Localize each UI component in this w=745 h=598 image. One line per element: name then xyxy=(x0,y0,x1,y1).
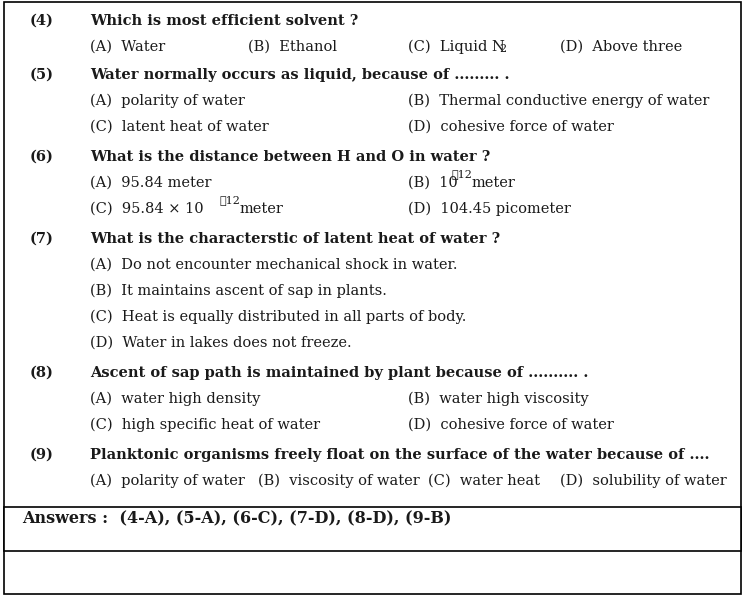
Text: (C)  high specific heat of water: (C) high specific heat of water xyxy=(90,418,320,432)
Text: (A)  polarity of water: (A) polarity of water xyxy=(90,94,245,108)
Text: (B)  viscosity of water: (B) viscosity of water xyxy=(258,474,419,489)
Text: (A)  polarity of water: (A) polarity of water xyxy=(90,474,245,489)
Text: (D)  cohesive force of water: (D) cohesive force of water xyxy=(408,120,614,134)
Text: (D)  104.45 picometer: (D) 104.45 picometer xyxy=(408,202,571,216)
Text: (A)  Do not encounter mechanical shock in water.: (A) Do not encounter mechanical shock in… xyxy=(90,258,457,272)
Text: Which is most efficient solvent ?: Which is most efficient solvent ? xyxy=(90,14,358,28)
Text: (B)  Thermal conductive energy of water: (B) Thermal conductive energy of water xyxy=(408,94,709,108)
Text: (C)  Liquid N: (C) Liquid N xyxy=(408,40,505,54)
Text: (D)  Water in lakes does not freeze.: (D) Water in lakes does not freeze. xyxy=(90,336,352,350)
Text: (D)  solubility of water: (D) solubility of water xyxy=(560,474,727,489)
Text: (8): (8) xyxy=(30,366,54,380)
Text: (D)  Above three: (D) Above three xyxy=(560,40,682,54)
Text: Water normally occurs as liquid, because of ......... .: Water normally occurs as liquid, because… xyxy=(90,68,510,82)
Text: (7): (7) xyxy=(30,232,54,246)
Text: (B)  Ethanol: (B) Ethanol xyxy=(248,40,337,54)
Text: (D)  cohesive force of water: (D) cohesive force of water xyxy=(408,418,614,432)
Text: (C)  water heat: (C) water heat xyxy=(428,474,540,488)
Text: (C)  latent heat of water: (C) latent heat of water xyxy=(90,120,269,134)
Text: (4): (4) xyxy=(30,14,54,28)
Text: (B)  10: (B) 10 xyxy=(408,176,457,190)
Text: (9): (9) xyxy=(30,448,54,462)
Text: (C)  Heat is equally distributed in all parts of body.: (C) Heat is equally distributed in all p… xyxy=(90,310,466,324)
Text: ⁲12: ⁲12 xyxy=(220,195,241,205)
Text: Ascent of sap path is maintained by plant because of .......... .: Ascent of sap path is maintained by plan… xyxy=(90,366,589,380)
Text: Answers :  (4-A), (5-A), (6-C), (7-D), (8-D), (9-B): Answers : (4-A), (5-A), (6-C), (7-D), (8… xyxy=(22,511,451,527)
Text: https://www.studies: https://www.studies xyxy=(145,228,415,412)
Text: (B)  It maintains ascent of sap in plants.: (B) It maintains ascent of sap in plants… xyxy=(90,284,387,298)
Text: What is the characterstic of latent heat of water ?: What is the characterstic of latent heat… xyxy=(90,232,500,246)
Text: (A)  95.84 meter: (A) 95.84 meter xyxy=(90,176,212,190)
Text: (A)  Water: (A) Water xyxy=(90,40,165,54)
Bar xyxy=(4,507,741,551)
Text: meter: meter xyxy=(472,176,516,190)
Text: (5): (5) xyxy=(30,68,54,82)
Text: What is the distance between H and O in water ?: What is the distance between H and O in … xyxy=(90,150,490,164)
Text: (A)  water high density: (A) water high density xyxy=(90,392,260,407)
Text: (6): (6) xyxy=(30,150,54,164)
Text: Planktonic organisms freely float on the surface of the water because of ....: Planktonic organisms freely float on the… xyxy=(90,448,709,462)
Text: (B)  water high viscosity: (B) water high viscosity xyxy=(408,392,589,407)
Text: meter: meter xyxy=(240,202,284,216)
Text: 2: 2 xyxy=(499,44,506,54)
Text: ⁲12: ⁲12 xyxy=(451,169,472,179)
Text: (C)  95.84 × 10: (C) 95.84 × 10 xyxy=(90,202,203,216)
